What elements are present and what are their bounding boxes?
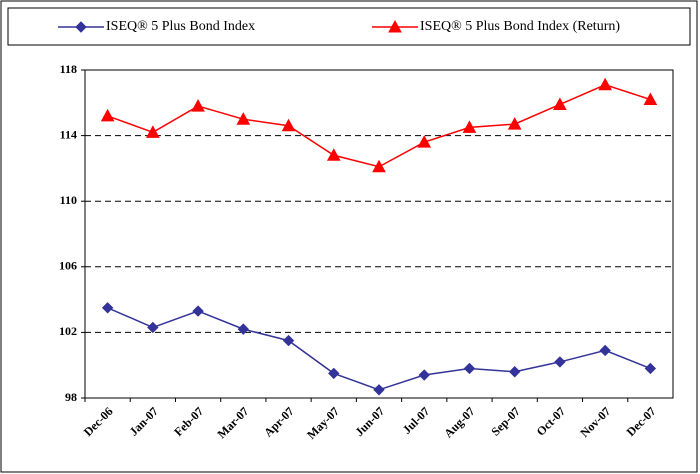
data-point	[507, 117, 522, 130]
data-point	[146, 125, 160, 138]
y-tick-label: 102	[59, 324, 77, 338]
data-point	[326, 148, 341, 161]
data-point	[508, 366, 521, 378]
data-point	[462, 120, 477, 133]
data-point	[373, 384, 385, 396]
y-tick-label: 106	[59, 259, 77, 273]
y-tick-label: 98	[65, 390, 77, 404]
legend-marker	[388, 19, 402, 33]
data-point	[328, 367, 340, 380]
legend-label: ISEQ® 5 Plus Bond Index (Return)	[420, 19, 620, 34]
data-point	[418, 369, 430, 381]
data-point	[599, 344, 611, 357]
legend-marker	[75, 21, 87, 33]
data-point	[192, 305, 204, 317]
legend-label: ISEQ® 5 Plus Bond Index	[106, 19, 255, 34]
legend-box	[7, 7, 691, 46]
y-tick-label: 118	[60, 62, 77, 76]
data-point	[147, 321, 159, 334]
data-point	[281, 118, 296, 132]
data-point	[463, 362, 476, 375]
data-point	[643, 92, 658, 106]
data-point	[372, 159, 386, 173]
y-tick-label: 114	[60, 127, 77, 141]
data-point	[554, 356, 566, 368]
data-point	[598, 77, 612, 91]
data-point	[101, 302, 114, 314]
data-point	[282, 334, 295, 347]
data-point	[237, 323, 250, 335]
data-point	[191, 99, 205, 112]
data-point	[644, 362, 657, 375]
data-point	[100, 108, 115, 122]
data-point	[236, 112, 251, 125]
data-point	[553, 97, 567, 110]
y-tick-label: 110	[60, 193, 77, 207]
data-point	[417, 135, 432, 148]
plot-area	[84, 69, 674, 399]
